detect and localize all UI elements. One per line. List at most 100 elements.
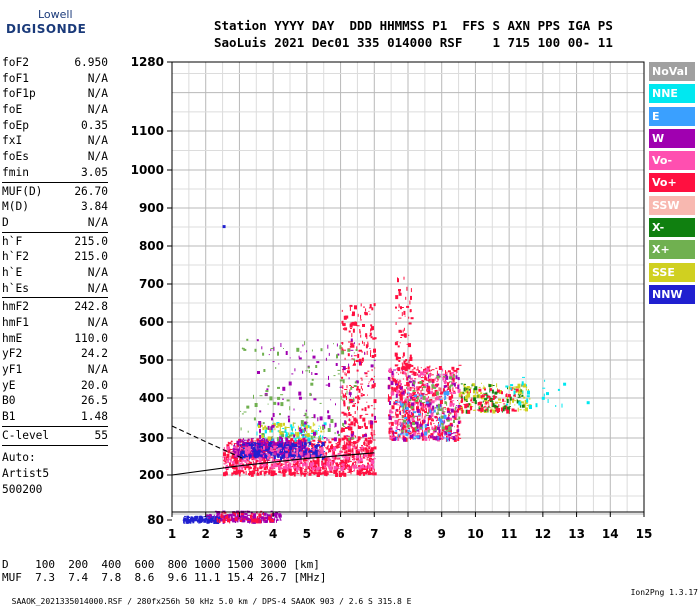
echo-point bbox=[250, 438, 253, 442]
echo-point bbox=[344, 459, 347, 464]
echo-point bbox=[402, 371, 405, 375]
echo-point bbox=[226, 446, 230, 450]
echo-point bbox=[405, 407, 409, 410]
echo-point bbox=[241, 413, 244, 415]
echo-point bbox=[264, 518, 266, 521]
echo-point bbox=[415, 430, 417, 434]
x-tick-label: 13 bbox=[568, 527, 585, 541]
echo-point bbox=[342, 379, 345, 384]
echo-point bbox=[514, 390, 518, 393]
echo-point bbox=[483, 385, 485, 387]
echo-point bbox=[506, 403, 508, 406]
echo-point bbox=[392, 377, 394, 381]
echo-point bbox=[395, 295, 399, 300]
echo-point bbox=[289, 465, 292, 469]
echo-point bbox=[241, 450, 243, 453]
param-name: yF1 bbox=[2, 363, 23, 377]
param-value: 26.70 bbox=[74, 184, 108, 198]
echo-point bbox=[255, 443, 256, 447]
echo-point bbox=[251, 451, 255, 453]
echo-point bbox=[372, 452, 375, 457]
echo-point bbox=[460, 391, 464, 394]
echo-point bbox=[425, 408, 427, 412]
legend-entry: Vo+ bbox=[649, 173, 695, 193]
echo-point bbox=[414, 415, 418, 417]
echo-point bbox=[276, 444, 280, 448]
echo-point bbox=[422, 425, 424, 430]
param-name: h`F2 bbox=[2, 250, 29, 264]
echo-point bbox=[321, 462, 324, 466]
echo-point bbox=[229, 452, 233, 453]
echo-point bbox=[262, 422, 265, 425]
echo-point bbox=[261, 451, 263, 456]
echo-point bbox=[335, 445, 339, 448]
echo-point bbox=[455, 413, 458, 418]
echo-point bbox=[451, 371, 455, 374]
echo-point bbox=[467, 409, 471, 414]
echo-point bbox=[419, 394, 423, 397]
echo-point bbox=[444, 425, 448, 430]
scaled-parameters-panel: foF2 6.950 foF1 N/A foF1p N/A foE N/A foEp 0.35 fx… bbox=[2, 55, 108, 498]
echo-point bbox=[452, 387, 454, 392]
echo-point bbox=[246, 442, 250, 444]
echo-point bbox=[416, 421, 419, 425]
echo-point bbox=[300, 473, 303, 475]
echo-point bbox=[413, 401, 416, 406]
echo-point bbox=[354, 435, 356, 437]
echo-point bbox=[364, 372, 368, 375]
echo-point bbox=[271, 459, 274, 463]
echo-point bbox=[387, 397, 390, 402]
echo-point bbox=[338, 470, 341, 473]
echo-point bbox=[434, 429, 437, 431]
echo-point bbox=[290, 438, 294, 442]
echo-point bbox=[302, 434, 305, 438]
echo-point bbox=[274, 453, 277, 456]
echo-point bbox=[453, 409, 457, 413]
echo-point bbox=[424, 431, 428, 436]
echo-point bbox=[234, 458, 236, 463]
echo-point bbox=[400, 371, 402, 374]
echo-point bbox=[342, 366, 346, 371]
echo-point bbox=[254, 458, 256, 460]
echo-point bbox=[368, 307, 371, 309]
echo-point bbox=[344, 420, 347, 425]
echo-point bbox=[451, 403, 455, 406]
echo-point bbox=[335, 363, 338, 366]
echo-point bbox=[458, 416, 461, 420]
echo-point bbox=[222, 456, 224, 459]
echo-point bbox=[304, 471, 306, 473]
echo-point bbox=[491, 402, 493, 407]
echo-point bbox=[402, 433, 406, 435]
param-value: 1.48 bbox=[81, 410, 108, 424]
echo-point bbox=[401, 392, 405, 395]
echo-point bbox=[284, 469, 287, 473]
echo-point bbox=[246, 519, 250, 521]
echo-point bbox=[311, 448, 315, 450]
echo-point bbox=[449, 412, 452, 414]
echo-point bbox=[339, 379, 343, 382]
echo-point bbox=[336, 467, 338, 471]
echo-point bbox=[525, 407, 528, 412]
echo-point bbox=[246, 518, 250, 520]
echo-point bbox=[448, 415, 450, 416]
echo-point bbox=[324, 442, 326, 446]
echo-point bbox=[341, 455, 345, 458]
echo-point bbox=[222, 466, 224, 468]
echo-point bbox=[413, 397, 416, 399]
echo-point bbox=[431, 374, 434, 376]
echo-point bbox=[404, 388, 406, 392]
echo-point bbox=[358, 470, 361, 473]
echo-point bbox=[312, 448, 316, 450]
echo-point bbox=[416, 423, 419, 428]
echo-point bbox=[513, 390, 516, 395]
echo-point bbox=[264, 429, 267, 434]
echo-point bbox=[259, 471, 262, 476]
echo-point bbox=[267, 436, 271, 441]
echo-point bbox=[272, 444, 274, 449]
echo-point bbox=[408, 432, 412, 435]
echo-point bbox=[251, 513, 254, 515]
echo-point bbox=[355, 403, 356, 404]
echo-point bbox=[451, 381, 454, 385]
echo-point bbox=[289, 446, 292, 451]
echo-point bbox=[289, 458, 293, 459]
